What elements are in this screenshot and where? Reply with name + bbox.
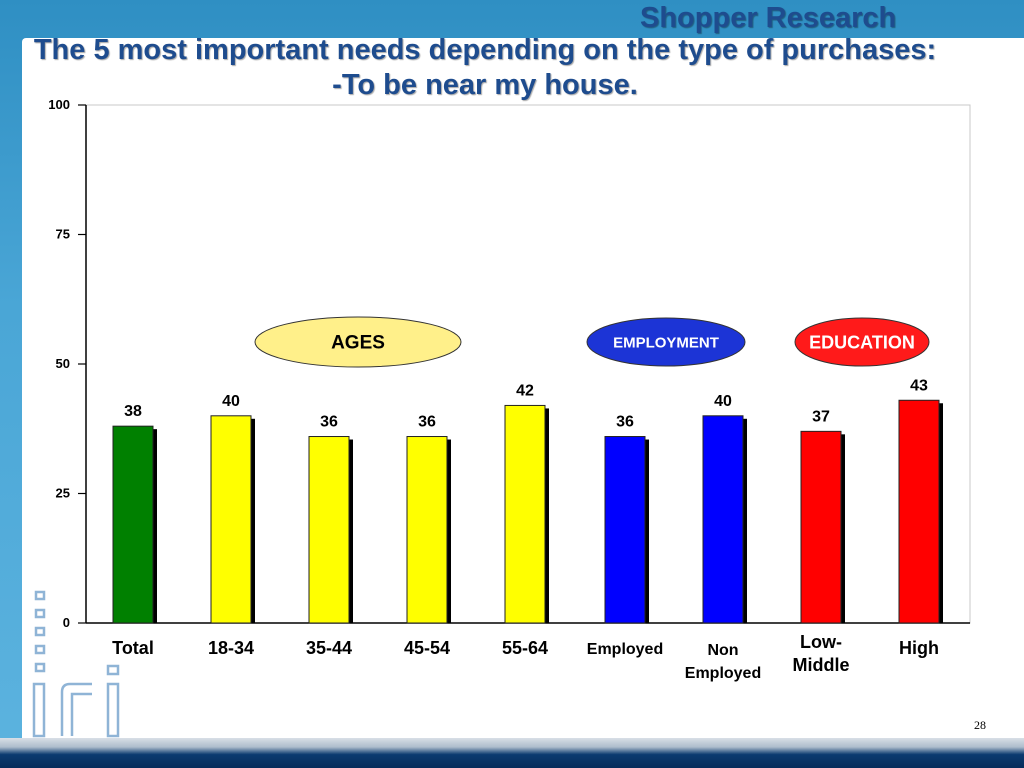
bar	[112, 425, 154, 624]
data-label: 37	[812, 408, 830, 425]
data-label: 40	[714, 393, 732, 410]
footer-bar	[0, 738, 1024, 768]
data-label: 36	[320, 414, 338, 431]
bar	[504, 404, 546, 624]
data-label: 42	[516, 382, 534, 399]
bar	[604, 436, 646, 624]
chart-title-line2: -To be near my house.	[332, 69, 638, 101]
y-tick-label: 100	[48, 97, 70, 112]
group-label: EDUCATION	[809, 332, 915, 352]
brand-title: Shopper Research	[640, 2, 897, 34]
group-oval	[794, 317, 930, 367]
group-label: EMPLOYMENT	[613, 334, 719, 351]
bar	[210, 415, 252, 624]
category-label: High	[899, 638, 939, 658]
data-label: 38	[124, 403, 142, 420]
data-label: 43	[910, 377, 928, 394]
group-label: AGES	[331, 333, 385, 354]
y-tick-label: 0	[63, 615, 70, 630]
bar	[702, 415, 744, 624]
category-label: Low-Middle	[793, 632, 850, 675]
chart-title-line1: The 5 most important needs depending on …	[33, 34, 937, 66]
bar	[800, 430, 842, 624]
y-tick-label: 25	[56, 486, 70, 501]
group-oval	[586, 317, 746, 367]
bar	[898, 399, 940, 624]
iri-logo	[32, 590, 120, 738]
y-tick-label: 75	[56, 227, 70, 242]
y-tick-label: 50	[56, 356, 70, 371]
data-label: 36	[616, 414, 634, 431]
bar	[308, 436, 350, 624]
data-label: 40	[222, 393, 240, 410]
category-label: 35-44	[306, 638, 352, 658]
slide-number: 28	[974, 718, 986, 732]
category-label: 45-54	[404, 638, 450, 658]
category-label: Non Employed	[685, 642, 761, 682]
category-label: 55-64	[502, 638, 548, 658]
category-label: 18-34	[208, 638, 254, 658]
category-label: Total	[112, 638, 154, 658]
group-oval	[254, 316, 462, 368]
bar	[406, 436, 448, 624]
data-label: 36	[418, 414, 436, 431]
category-label: Employed	[587, 641, 663, 658]
